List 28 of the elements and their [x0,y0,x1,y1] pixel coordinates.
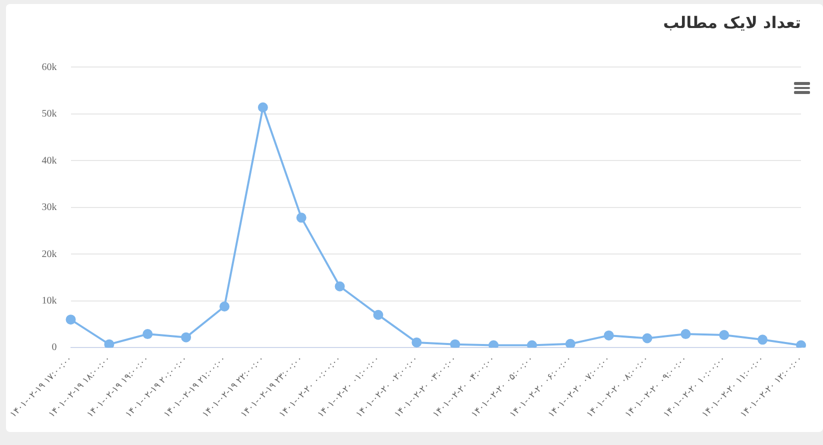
y-tick-label: 30k [42,202,57,214]
y-tick-label: 0 [52,342,57,354]
point [181,332,192,342]
point [258,102,268,112]
point [565,338,576,348]
chart-title: تعداد لایک مطالب [663,12,801,32]
point [373,310,384,320]
y-tick-label: 40k [42,155,57,166]
point [488,340,499,348]
point [334,281,345,292]
y-tick-label: 50k [42,108,57,120]
point [219,301,230,312]
point [719,330,730,340]
point [642,333,652,344]
y-tick-label: 20k [42,248,57,260]
point [66,314,76,325]
point [104,339,114,348]
point [296,212,306,223]
point [450,339,460,348]
point [680,329,691,340]
point [526,340,537,348]
y-tick-label: 60k [42,62,57,73]
y-tick-label: 10k [42,295,57,306]
point [412,337,422,348]
point [796,340,806,348]
point [142,329,153,340]
point [758,334,768,345]
point [604,330,614,340]
